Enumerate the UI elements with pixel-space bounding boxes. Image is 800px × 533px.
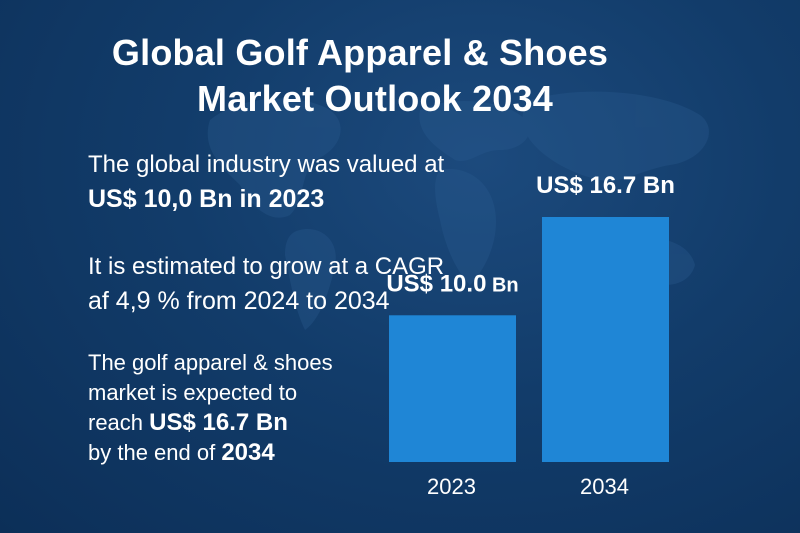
- forecast-line-2: market is expected to: [88, 380, 298, 405]
- forecast-line-4: by the end of 2034: [88, 438, 333, 468]
- cagr-line-1: It is estimated to grow at a CAGR: [88, 253, 445, 280]
- forecast-line-3-value: US$ 16.7 Bn: [149, 409, 288, 436]
- cagr-line-2: af 4,9 % from 2024 to 2034: [88, 287, 390, 315]
- data-label-2023: US$ 10.0 Bn: [386, 270, 518, 297]
- page-title: Global Golf Apparel & Shoes Market Outlo…: [0, 30, 720, 122]
- valuation-text: The global industry was valued at US$ 10…: [88, 150, 444, 214]
- forecast-line-3: reach US$ 16.7 Bn: [88, 408, 333, 438]
- bar-2023: [389, 315, 516, 462]
- title-line-2: Market Outlook 2034: [197, 78, 553, 119]
- forecast-line-4-value: 2034: [221, 439, 275, 466]
- forecast-text: The golf apparel & shoes market is expec…: [88, 348, 333, 468]
- data-label-2034: US$ 16.7 Bn: [536, 172, 675, 199]
- forecast-line-1: The golf apparel & shoes: [88, 350, 333, 375]
- forecast-line-4-prefix: by the end of: [88, 440, 222, 465]
- x-tick-label-2023: 2023: [427, 474, 476, 499]
- bar-2034: [542, 217, 669, 462]
- valuation-line-1: The global industry was valued at: [88, 151, 445, 178]
- forecast-line-3-prefix: reach: [88, 410, 150, 435]
- cagr-text: It is estimated to grow at a CAGR af 4,9…: [88, 252, 444, 316]
- x-tick-label-2034: 2034: [580, 474, 629, 499]
- title-line-1: Global Golf Apparel & Shoes: [111, 32, 609, 73]
- valuation-line-2: US$ 10,0 Bn in 2023: [88, 185, 325, 213]
